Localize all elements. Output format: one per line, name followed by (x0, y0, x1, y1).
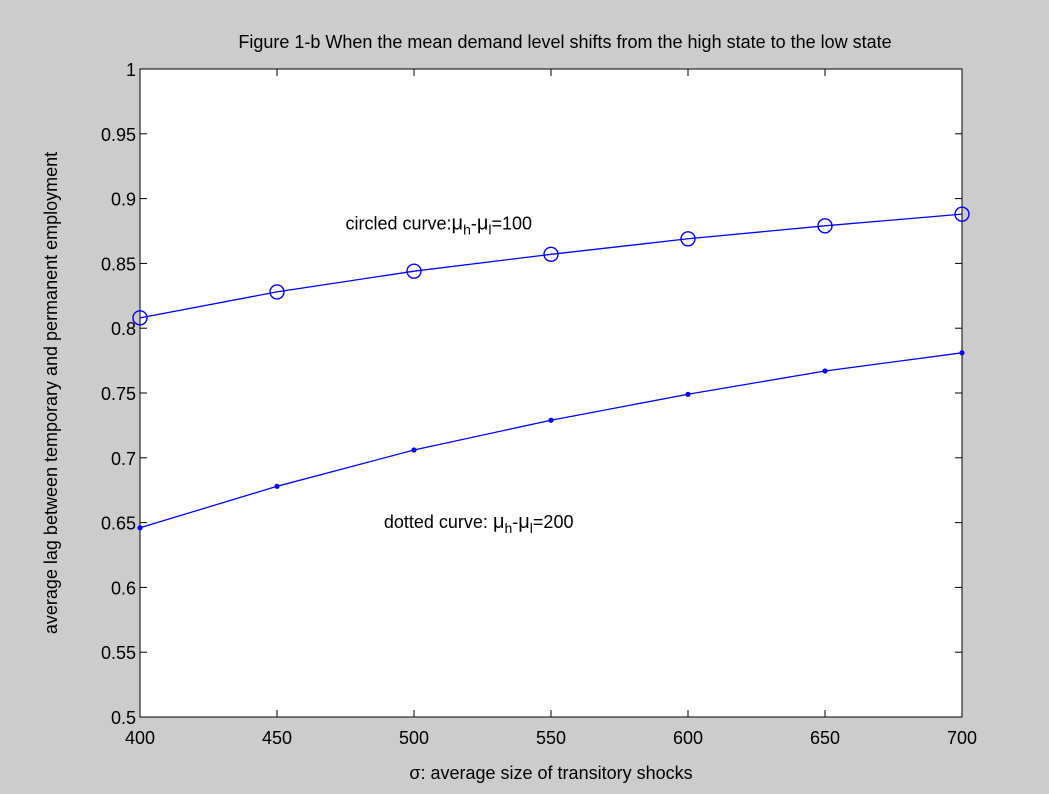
y-tick-label: 0.8 (111, 319, 136, 339)
dot-marker (137, 525, 143, 531)
y-tick-label: 1 (126, 60, 136, 80)
y-axis-label: average lag between temporary and perman… (41, 152, 61, 634)
series-layer (132, 206, 970, 531)
circle-marker (954, 206, 970, 222)
annotation-prefix: circled curve: (346, 214, 452, 234)
annotation-minus: - (471, 214, 477, 234)
y-tick-label: 0.65 (101, 514, 136, 534)
x-tick-label: 650 (810, 728, 840, 748)
circle-marker (269, 284, 285, 300)
subscript-l: l (488, 222, 491, 238)
y-tick-label: 0.85 (101, 254, 136, 274)
x-tick-label: 550 (536, 728, 566, 748)
mu-symbol: μ (518, 511, 530, 533)
y-tick-label: 0.75 (101, 384, 136, 404)
x-axis-label: σ: average size of transitory shocks (409, 763, 692, 783)
series-line-1 (139, 213, 963, 319)
annotation-prefix: dotted curve: (384, 512, 493, 532)
y-tick-label: 0.7 (111, 449, 136, 469)
dot-marker (274, 483, 280, 489)
dot-marker (822, 368, 828, 374)
axis-ticks: 400 450 500 550 600 650 700 0.5 0.55 0.6 0.65 0.7 0.… (101, 60, 977, 748)
subscript-l: l (530, 520, 533, 536)
y-tick-label: 0.9 (111, 190, 136, 210)
mu-symbol: μ (493, 511, 505, 533)
curve-annotation-1: circled curve:μh-μl=100 (346, 213, 533, 238)
annotation-minus: - (512, 512, 518, 532)
dot-marker (411, 447, 417, 453)
y-tick-label: 0.5 (111, 708, 136, 728)
chart-title: Figure 1-b When the mean demand level sh… (238, 32, 891, 52)
dot-marker (548, 417, 554, 423)
x-tick-label: 600 (673, 728, 703, 748)
curve-annotation-2: dotted curve: μh-μl=200 (384, 511, 574, 536)
x-tick-label: 700 (947, 728, 977, 748)
dot-marker (685, 391, 691, 397)
circle-marker (543, 246, 559, 263)
plot-area (139, 68, 963, 718)
circle-marker (406, 263, 422, 279)
subscript-h: h (504, 520, 512, 536)
annotation-value: =200 (533, 512, 574, 532)
mu-symbol: μ (452, 213, 464, 235)
annotation-value: =100 (492, 214, 533, 234)
subscript-h: h (463, 222, 471, 238)
x-tick-label: 500 (399, 728, 429, 748)
circle-marker (132, 310, 148, 326)
circle-marker (817, 218, 833, 234)
dot-marker (959, 350, 965, 356)
x-tick-label: 450 (262, 728, 292, 748)
y-tick-label: 0.6 (111, 578, 136, 598)
y-tick-label: 0.55 (101, 643, 136, 663)
x-tick-label: 400 (125, 728, 155, 748)
mu-symbol: μ (477, 213, 489, 235)
y-tick-label: 0.95 (101, 125, 136, 145)
circle-marker (680, 231, 696, 247)
